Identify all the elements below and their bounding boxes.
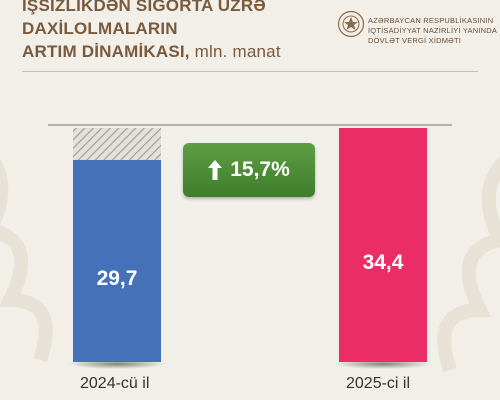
org-line-3: DÖVLƏT VERGİ XİDMƏTİ [368, 36, 462, 45]
title-line-3: ARTIM DİNAMİKASI, mln. manat [22, 42, 281, 62]
title-unit: mln. manat [194, 42, 281, 61]
up-arrow-icon [208, 160, 223, 180]
org-line-2: İQTİSADİYYAT NAZİRLİYİ YANINDA [368, 26, 498, 35]
data-label-0: 29,7 [97, 267, 138, 290]
x-tick-label-2024: 2024-cü il [80, 375, 150, 392]
bar-remainder-0 [73, 128, 161, 160]
data-label-1: 34,4 [363, 251, 404, 274]
growth-badge: 15,7% [183, 143, 315, 197]
emblem-icon [337, 10, 365, 38]
x-tick-label-2025: 2025-ci il [346, 375, 411, 392]
ornament-icon [0, 156, 500, 373]
growth-badge-text: 15,7% [230, 158, 290, 181]
bar-0 [73, 159, 161, 362]
org-line-1: AZƏRBAYCAN RESPUBLİKASININ [368, 16, 494, 25]
title-line-3-text: ARTIM DİNAMİKASI, [22, 42, 190, 61]
title-line-2: DAXİLOLMALARIN [22, 19, 178, 38]
bar-1 [339, 128, 427, 362]
title-line-1: İŞSİZLİKDƏN SIĞORTA ÜZRƏ [22, 0, 266, 15]
title-divider [22, 71, 478, 72]
